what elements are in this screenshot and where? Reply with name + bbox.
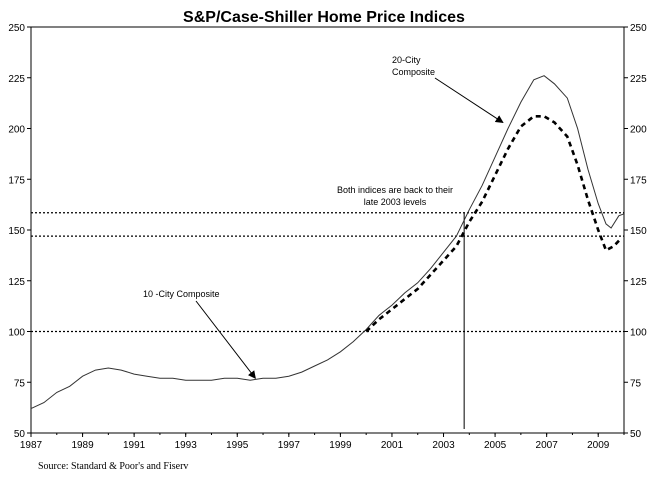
y-tick-label-left: 50 (14, 429, 26, 440)
y-tick-label-right: 100 (630, 328, 647, 339)
x-tick-label: 1995 (226, 440, 249, 451)
y-tick-label-right: 50 (630, 429, 642, 440)
x-tick-label: 1999 (329, 440, 352, 451)
x-tick-label: 2007 (536, 440, 559, 451)
chart-title: S&P/Case-Shiller Home Price Indices (183, 9, 465, 26)
y-tick-label-left: 250 (8, 23, 25, 34)
annotation-2003-line2: late 2003 levels (364, 197, 427, 207)
x-tick-label: 1993 (175, 440, 198, 451)
source-note: Source: Standard & Poor's and Fiserv (38, 461, 188, 472)
x-tick-label: 2005 (484, 440, 507, 451)
y-tick-label-left: 150 (8, 226, 25, 237)
x-tick-label: 1991 (123, 440, 146, 451)
annotation-20-city-arrow (434, 77, 504, 123)
annotation-20-city-line1: 20-City (392, 55, 421, 65)
annotation-20-city-line2: Composite (392, 67, 435, 77)
y-tick-label-right: 225 (630, 74, 647, 85)
annotation-10-city: 10 -City Composite (143, 289, 220, 299)
y-axis-left: 50 75 100 125 150 175 200 225 250 (8, 23, 31, 440)
annotation-10-city-arrow (195, 300, 256, 379)
x-axis: 1987 1989 1991 1993 1995 1997 1999 2001 2003 2005… (20, 433, 625, 451)
x-tick-label: 2001 (381, 440, 404, 451)
y-tick-label-right: 200 (630, 125, 647, 136)
series-line-10-city (30, 75, 625, 410)
y-tick-label-right: 75 (630, 378, 642, 389)
y-tick-label-right: 250 (630, 23, 647, 34)
y-tick-label-left: 100 (8, 328, 25, 339)
y-tick-label-left: 200 (8, 125, 25, 136)
x-tick-label: 1989 (71, 440, 94, 451)
y-tick-label-left: 225 (8, 74, 25, 85)
x-tick-label: 1987 (20, 440, 43, 451)
y-axis-right: 50 75 100 125 150 175 200 225 250 (624, 23, 647, 440)
y-tick-label-right: 175 (630, 175, 647, 186)
y-tick-label-left: 125 (8, 277, 25, 288)
annotation-2003-line1: Both indices are back to their (337, 185, 453, 195)
series-line-20-city (365, 115, 623, 333)
plot-frame (30, 26, 625, 434)
y-tick-label-right: 150 (630, 226, 647, 237)
y-tick-label-left: 75 (14, 378, 26, 389)
x-tick-label: 2009 (587, 440, 610, 451)
y-tick-label-right: 125 (630, 277, 647, 288)
x-tick-label: 2003 (432, 440, 455, 451)
y-tick-label-left: 175 (8, 175, 25, 186)
x-tick-label: 1997 (278, 440, 301, 451)
reference-lines (31, 212, 624, 333)
